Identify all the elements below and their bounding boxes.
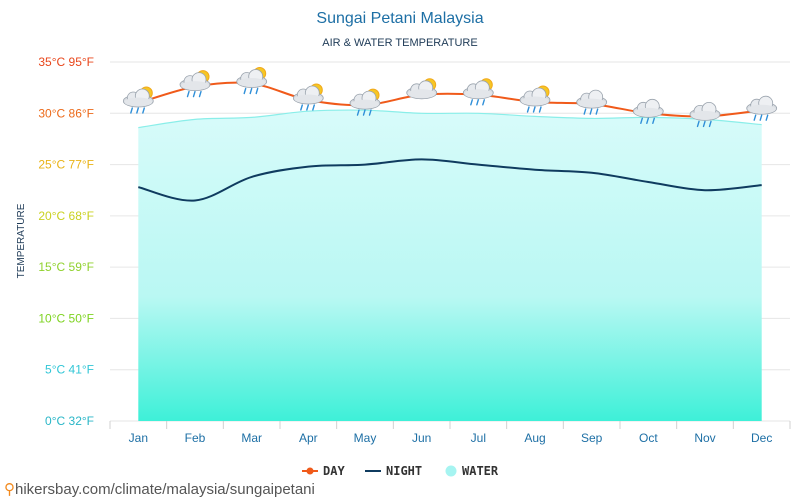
y-axis-label: TEMPERATURE	[16, 203, 27, 278]
rain-sun-icon	[179, 70, 211, 98]
x-tick-label: Oct	[639, 431, 658, 445]
rain-sun-icon	[519, 85, 551, 113]
rain-sun-icon	[122, 86, 154, 114]
legend-item-day[interactable]: DAY	[302, 464, 345, 478]
y-tick-label: 35°C 95°F	[38, 55, 94, 69]
y-tick-label: 10°C 50°F	[38, 311, 94, 325]
y-tick-label: 15°C 59°F	[38, 260, 94, 274]
legend-day-marker	[306, 467, 314, 475]
x-tick-label: Aug	[524, 431, 545, 445]
rain-sun-icon	[349, 88, 381, 116]
rain-cloud-icon	[632, 98, 664, 125]
water-area	[138, 110, 762, 421]
footer-url: hikersbay.com/climate/malaysia/sungaipet…	[15, 481, 315, 498]
x-tick-label: Dec	[751, 431, 772, 445]
rain-cloud-icon	[689, 102, 721, 128]
rain-cloud-icon	[576, 89, 608, 115]
x-tick-label: Jul	[471, 431, 486, 445]
x-tick-label: Nov	[694, 431, 715, 445]
legend: DAY NIGHT WATER	[302, 464, 499, 478]
day-line	[138, 81, 762, 118]
chart-subtitle: AIR & WATER TEMPERATURE	[322, 37, 477, 49]
footer-link[interactable]: ⚲hikersbay.com/climate/malaysia/sungaipe…	[4, 480, 315, 498]
x-tick-label: Apr	[299, 431, 318, 445]
rain-sun-icon	[462, 78, 494, 106]
x-tick-label: Jan	[129, 431, 148, 445]
y-axis-ticks: 0°C 32°F 5°C 41°F 10°C 50°F 15°C 59°F 20°C 6…	[38, 55, 94, 428]
legend-night-label: NIGHT	[386, 464, 422, 478]
x-tick-label: Sep	[581, 431, 603, 445]
night-line-series	[138, 158, 762, 202]
legend-water-swatch	[445, 465, 457, 477]
x-tick-label: Mar	[241, 431, 262, 445]
legend-day-label: DAY	[323, 464, 345, 478]
legend-water-label: WATER	[462, 464, 499, 478]
y-tick-label: 0°C 32°F	[45, 414, 94, 428]
rain-sun-icon	[236, 67, 268, 95]
location-pin-icon: ⚲	[4, 481, 15, 498]
x-tick-label: Feb	[185, 431, 206, 445]
water-line	[138, 109, 762, 129]
legend-item-night[interactable]: NIGHT	[365, 464, 422, 478]
weather-icons	[122, 67, 778, 128]
x-tick-label: May	[354, 431, 377, 445]
water-area-series	[138, 109, 762, 421]
rain-cloud-icon	[746, 95, 778, 121]
y-tick-label: 20°C 68°F	[38, 209, 94, 223]
x-tick-label: Jun	[412, 431, 431, 445]
legend-item-water[interactable]: WATER	[445, 464, 499, 478]
cloud-sun-icon	[406, 78, 438, 100]
day-line-series	[138, 81, 762, 118]
y-tick-label: 5°C 41°F	[45, 363, 94, 377]
x-axis-ticks: Jan Feb Mar Apr May Jun Jul Aug Sep Oct Nov Dec	[129, 431, 773, 445]
chart-title: Sungai Petani Malaysia	[316, 10, 483, 27]
y-tick-label: 30°C 86°F	[38, 106, 94, 120]
rain-sun-icon	[292, 83, 324, 111]
y-tick-label: 25°C 77°F	[38, 158, 94, 172]
night-line	[138, 158, 762, 202]
